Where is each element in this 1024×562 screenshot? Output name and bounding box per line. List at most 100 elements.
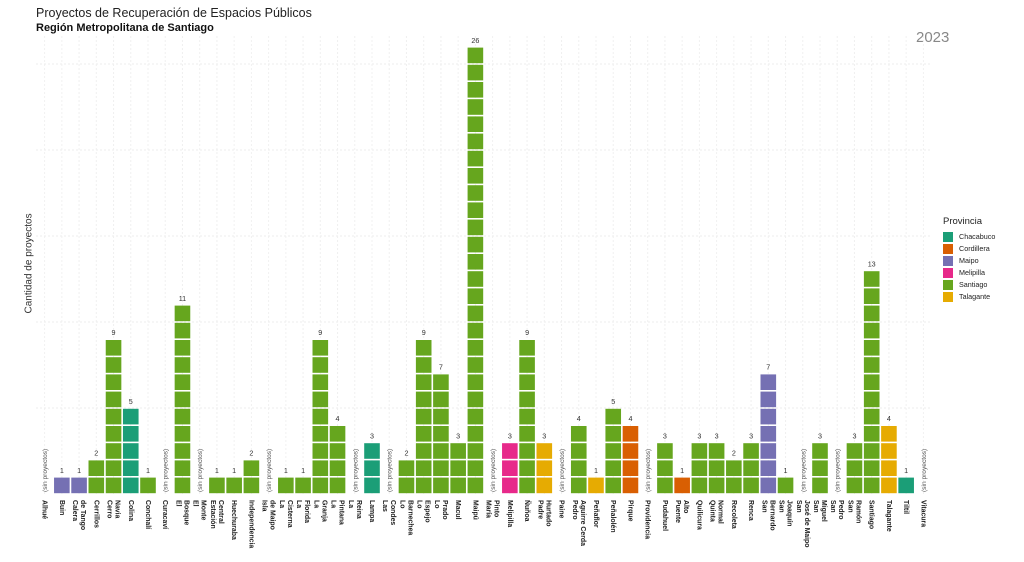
bar-unit xyxy=(605,477,622,494)
bar-unit xyxy=(570,426,587,442)
legend-item-chacabuco: Chacabuco xyxy=(943,231,995,243)
bar-unit xyxy=(364,443,380,459)
bar-unit xyxy=(691,443,708,459)
data-label: 3 xyxy=(697,431,701,440)
bar-unit xyxy=(88,460,105,476)
data-label: 11 xyxy=(179,294,186,303)
x-tick-label: Renca xyxy=(747,500,754,521)
bar-conchalí: 1 xyxy=(140,466,156,494)
bar-unit xyxy=(174,322,191,339)
bar-unit xyxy=(105,408,122,425)
bar-unit xyxy=(622,460,639,476)
legend-title: Provincia xyxy=(943,216,983,227)
bar-unit xyxy=(312,340,329,356)
data-label: 7 xyxy=(766,363,770,372)
data-label: 1 xyxy=(904,466,908,475)
x-tick-label: San xyxy=(812,500,819,513)
bar-unit xyxy=(71,477,87,494)
bar-unit xyxy=(863,357,880,373)
bar-ñuñoa: 9 xyxy=(519,328,535,494)
data-label: 5 xyxy=(611,397,615,406)
bar-unit xyxy=(312,460,329,476)
bar-unit xyxy=(760,374,777,390)
x-tick-label: Alhué xyxy=(41,500,48,519)
x-tick-label: Peñaflor xyxy=(592,500,599,528)
bar-unit xyxy=(881,460,897,476)
data-label: 13 xyxy=(868,259,876,268)
x-tick-label: Lo xyxy=(398,500,405,508)
bar-unit xyxy=(863,460,880,476)
legend-item-santiago: Santiago xyxy=(943,279,995,291)
bar-unit xyxy=(536,460,553,476)
data-label: 9 xyxy=(525,328,529,337)
data-label: 9 xyxy=(422,328,426,337)
bar-unit xyxy=(467,82,484,98)
x-tick-label: Cisterna xyxy=(286,500,293,528)
bar-unit xyxy=(174,443,191,459)
legend-label: Chacabuco xyxy=(959,232,996,242)
bar-unit xyxy=(467,288,484,304)
bar-unit xyxy=(329,477,346,494)
bar-quinta-normal: 3 xyxy=(708,431,725,494)
x-tick-label: Maipú xyxy=(471,500,478,520)
bar-unit xyxy=(760,477,777,494)
bar-unit xyxy=(467,202,484,218)
x-tick-label: El xyxy=(174,500,181,507)
bar-lo-prado: 7 xyxy=(433,363,449,494)
x-tick-label: Las xyxy=(381,500,388,512)
data-label: 2 xyxy=(732,449,736,458)
x-tick-label: Espejo xyxy=(424,500,431,523)
x-tick-label: Joaquín xyxy=(786,500,793,526)
data-label: 4 xyxy=(336,414,340,423)
no-projects-label: (sin proyectos) xyxy=(559,449,566,492)
bar-lampa: 3 xyxy=(364,431,380,494)
x-tick-label: Independencia xyxy=(247,500,254,548)
bar-unit xyxy=(415,477,432,494)
x-tick-label: El xyxy=(192,500,199,507)
bar-unit xyxy=(467,254,484,270)
bar-san-bernardo: 7 xyxy=(760,363,777,494)
bar-unit xyxy=(863,426,880,442)
bar-unit xyxy=(519,357,535,373)
bar-unit xyxy=(329,460,346,476)
data-label: 9 xyxy=(318,328,322,337)
bar-unit xyxy=(570,477,587,494)
bar-unit xyxy=(312,408,329,425)
bar-la-granja: 9 xyxy=(312,328,329,494)
x-tick-label: Peñalolén xyxy=(609,500,616,533)
x-tick-label: Pintana xyxy=(338,500,345,525)
bar-unit xyxy=(122,460,139,476)
data-label: 1 xyxy=(284,466,288,475)
bar-unit xyxy=(605,443,622,459)
bar-unit xyxy=(536,443,553,459)
x-tick-label: Prado xyxy=(441,500,448,520)
bar-providencia: (sin proyectos) xyxy=(645,449,652,492)
no-projects-label: (sin proyectos) xyxy=(835,449,842,492)
bar-unit xyxy=(398,460,415,476)
x-tick-label: Pedro xyxy=(571,500,578,520)
bar-unit xyxy=(519,340,535,356)
bar-unit xyxy=(105,460,122,476)
x-tick-label: Normal xyxy=(717,500,724,524)
data-label: 3 xyxy=(456,431,460,440)
no-projects-label: (sin proyectos) xyxy=(490,449,497,492)
bar-unit xyxy=(708,443,725,459)
bar-unit xyxy=(605,460,622,476)
bar-unit xyxy=(122,426,139,442)
bar-unit xyxy=(863,322,880,339)
x-tick-label: Hurtado xyxy=(544,500,551,526)
x-tick-label: Lo xyxy=(416,500,423,508)
x-tick-label: La xyxy=(312,500,319,508)
bar-unit xyxy=(243,460,260,476)
bar-melipilla: 3 xyxy=(502,431,518,494)
x-tick-label: Talagante xyxy=(885,500,892,532)
x-tick-label: Estación xyxy=(209,500,216,529)
bar-unit xyxy=(88,477,105,494)
x-tick-label: Quilicura xyxy=(695,500,702,530)
data-label: 1 xyxy=(215,466,219,475)
x-tick-label: Lo xyxy=(433,500,440,508)
no-projects-label: (sin proyectos) xyxy=(42,449,49,492)
legend-item-cordillera: Cordillera xyxy=(943,243,995,255)
bar-unit xyxy=(450,443,466,459)
bar-unit xyxy=(863,477,880,494)
